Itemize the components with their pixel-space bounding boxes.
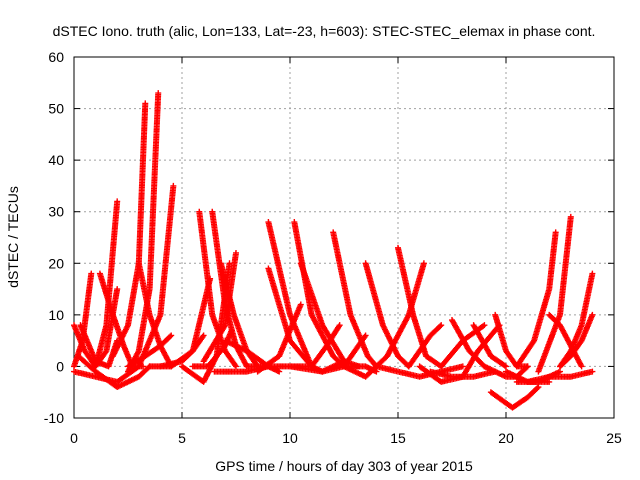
data-point <box>459 363 466 370</box>
series-42 <box>438 322 488 370</box>
series-51 <box>557 311 596 370</box>
x-tick-label: 10 <box>282 430 298 446</box>
data-point <box>567 213 574 220</box>
series-4 <box>75 353 153 391</box>
series-49 <box>546 311 585 370</box>
y-tick-label: 20 <box>48 255 64 271</box>
data-point <box>557 368 563 375</box>
series-18 <box>189 327 235 370</box>
data-point <box>114 198 121 205</box>
data-point <box>362 332 369 339</box>
series-35 <box>405 322 445 370</box>
series-31 <box>341 332 369 370</box>
data-point <box>232 362 239 369</box>
data-point <box>167 333 174 340</box>
x-tick-label: 15 <box>390 430 406 446</box>
data-point <box>481 322 488 329</box>
data-point <box>142 100 149 107</box>
series-48 <box>535 213 574 375</box>
y-tick-label: -10 <box>44 410 64 426</box>
x-tick-label: 0 <box>70 430 78 446</box>
data-point <box>102 349 109 356</box>
data-point <box>233 249 239 256</box>
data-point <box>88 270 95 277</box>
data-point <box>114 286 121 293</box>
data-point <box>200 332 207 339</box>
data-point <box>589 311 596 318</box>
data-point <box>233 363 239 370</box>
series-50 <box>557 270 596 370</box>
y-tick-label: 50 <box>48 101 64 117</box>
plot-frame <box>73 56 615 419</box>
x-axis-label: GPS time / hours of day 303 of year 2015 <box>215 458 473 474</box>
chart-title: dSTEC Iono. truth (alic, Lon=133, Lat=-2… <box>53 23 596 39</box>
x-tick-label: 5 <box>178 430 186 446</box>
data-point <box>297 301 304 308</box>
series-45 <box>487 384 542 411</box>
data-point <box>552 229 559 236</box>
data-point <box>336 322 343 329</box>
data-point <box>335 323 342 330</box>
data-point <box>480 323 487 330</box>
data-point <box>361 333 368 340</box>
y-tick-label: 40 <box>48 152 64 168</box>
series-1 <box>71 270 95 370</box>
data-point <box>168 332 175 339</box>
series-53 <box>513 368 563 385</box>
data-point <box>503 363 509 370</box>
data-point <box>155 90 162 97</box>
data-point <box>535 384 542 391</box>
series-28 <box>308 322 343 370</box>
series-34 <box>395 244 445 370</box>
y-tick-label: 0 <box>56 358 64 374</box>
data-point <box>501 362 508 369</box>
series-47 <box>513 229 559 370</box>
series-12 <box>157 332 207 370</box>
series-44 <box>492 311 531 370</box>
data-point <box>546 378 553 385</box>
series-25 <box>291 219 347 370</box>
data-point <box>228 327 235 334</box>
series-9 <box>125 332 175 370</box>
y-axis-label: dSTEC / TECUs <box>5 186 21 288</box>
y-tick-label: 60 <box>48 49 64 65</box>
data-point <box>578 363 585 370</box>
data-point <box>199 333 206 340</box>
y-tick-label: 10 <box>48 307 64 323</box>
series-17 <box>200 249 239 365</box>
series-24 <box>254 301 304 375</box>
data-point <box>420 260 427 267</box>
data-point <box>140 363 147 370</box>
x-tick-label: 20 <box>498 430 514 446</box>
data-point <box>534 385 541 392</box>
x-tick-label: 25 <box>606 430 622 446</box>
data-point <box>524 363 531 370</box>
axis-ticks: 0 5 10 15 20 25 -10 0 10 20 30 40 50 60 <box>44 49 622 446</box>
data-point <box>438 322 445 329</box>
data-point <box>276 368 283 375</box>
data-point <box>589 368 596 375</box>
data-point <box>589 270 596 277</box>
data-points <box>71 90 596 411</box>
data-point <box>170 182 177 189</box>
data-point <box>437 323 444 330</box>
y-tick-label: 30 <box>48 204 64 220</box>
series-23 <box>265 265 326 375</box>
series-6 <box>92 198 121 370</box>
